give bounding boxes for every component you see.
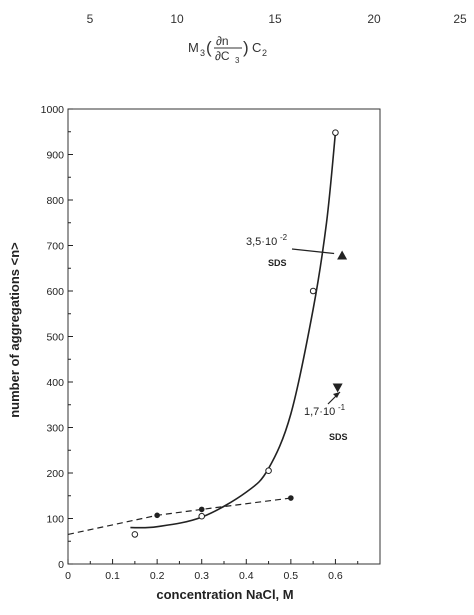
open-circle-point bbox=[265, 467, 272, 475]
annotation-label: 1,7·10 bbox=[304, 406, 335, 418]
y-tick-label: 500 bbox=[46, 332, 64, 344]
top-strip: 5 10 15 20 25 M 3 ( ∂n ∂C 3 ) C 2 bbox=[87, 12, 467, 65]
open-circle-point bbox=[198, 512, 206, 520]
top-tick-label: 25 bbox=[453, 12, 467, 26]
formula-rparen: ) bbox=[243, 38, 249, 57]
open-circle-point bbox=[332, 129, 339, 136]
annotation-label: SDS bbox=[329, 432, 348, 442]
annotation-layer: 3,5·10 -2 SDS 1,7·10 -1 SDS bbox=[246, 233, 348, 442]
y-tick-label: 0 bbox=[58, 559, 64, 571]
plot-frame bbox=[67, 108, 381, 565]
series-dashed-line bbox=[67, 497, 291, 536]
x-tick-label: 0.6 bbox=[328, 570, 343, 582]
formula-sub2: 2 bbox=[262, 48, 267, 58]
y-axis-label: number of aggregations <n> bbox=[7, 242, 22, 418]
annotation-arrowhead bbox=[333, 392, 340, 398]
y-tick-label: 800 bbox=[46, 195, 64, 207]
y-tick-label: 300 bbox=[46, 423, 64, 435]
series-solid-line bbox=[130, 132, 337, 529]
y-tick-label: 400 bbox=[46, 377, 64, 389]
annotation-label: SDS bbox=[268, 258, 287, 268]
formula-den: ∂C bbox=[215, 49, 230, 63]
y-axis-ticks: 0 100 200 300 400 500 600 700 800 900 1000 bbox=[41, 104, 73, 571]
formula-c: C bbox=[252, 40, 261, 55]
annotation-exponent: -1 bbox=[338, 403, 346, 412]
y-tick-label: 700 bbox=[46, 241, 64, 253]
formula-lparen: ( bbox=[206, 38, 212, 57]
y-tick-label: 1000 bbox=[41, 104, 65, 116]
series-layer bbox=[67, 129, 339, 538]
annotation-exponent: -2 bbox=[280, 233, 288, 242]
y-tick-label: 200 bbox=[46, 468, 64, 480]
formula-num: ∂n bbox=[216, 34, 229, 48]
x-tick-label: 0 bbox=[65, 570, 71, 582]
top-tick-label: 5 bbox=[87, 12, 94, 26]
y-tick-label: 100 bbox=[46, 514, 64, 526]
annotation-label: 3,5·10 bbox=[246, 236, 277, 248]
open-circle-point bbox=[309, 287, 317, 295]
top-tick-label: 20 bbox=[367, 12, 381, 26]
formula-den-sub: 3 bbox=[235, 56, 240, 65]
top-tick-label: 15 bbox=[268, 12, 282, 26]
x-tick-label: 0.1 bbox=[105, 570, 120, 582]
formula-sub3: 3 bbox=[200, 48, 205, 58]
down-triangle-marker bbox=[332, 383, 343, 393]
top-axis-formula: M 3 ( ∂n ∂C 3 ) C 2 bbox=[188, 34, 267, 65]
formula-m: M bbox=[188, 40, 199, 55]
x-tick-label: 0.4 bbox=[239, 570, 254, 582]
x-tick-label: 0.2 bbox=[150, 570, 165, 582]
x-tick-label: 0.5 bbox=[284, 570, 299, 582]
x-axis-label: concentration NaCl, M bbox=[156, 587, 293, 602]
top-tick-label: 10 bbox=[170, 12, 184, 26]
open-circle-point bbox=[131, 531, 139, 538]
x-axis-ticks: 0 0.1 0.2 0.3 0.4 0.5 0.6 bbox=[65, 559, 359, 582]
y-tick-label: 900 bbox=[46, 150, 64, 162]
up-triangle-marker bbox=[337, 250, 348, 260]
y-tick-label: 600 bbox=[46, 286, 64, 298]
filled-circle-point bbox=[288, 495, 294, 501]
x-tick-label: 0.3 bbox=[194, 570, 209, 582]
filled-circle-point bbox=[198, 506, 205, 513]
annotation-arrow bbox=[291, 248, 335, 255]
filled-circle-point bbox=[154, 512, 160, 519]
